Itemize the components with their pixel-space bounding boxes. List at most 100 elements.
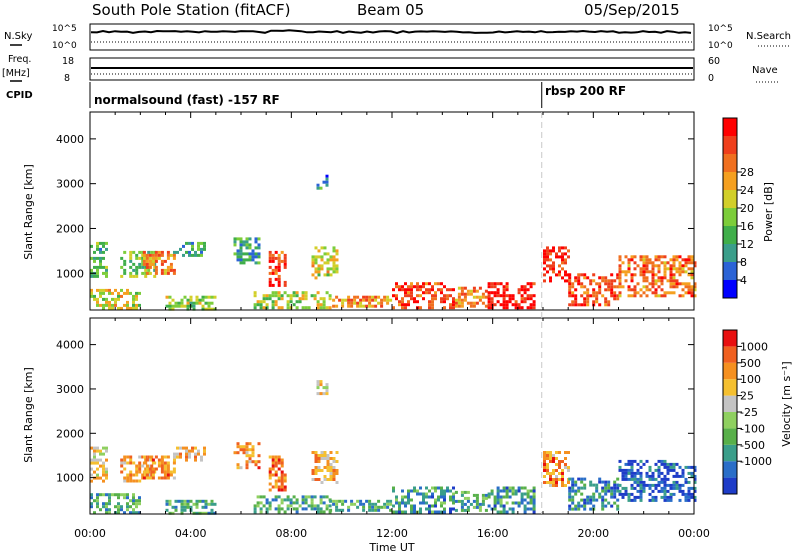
data-cell: [154, 455, 158, 459]
data-cell: [651, 474, 655, 478]
scatter-region: [173, 446, 206, 462]
data-cell: [618, 291, 622, 295]
data-cell: [332, 475, 336, 478]
data-cell: [517, 288, 521, 292]
data-cell: [123, 458, 127, 462]
data-cell: [129, 306, 132, 310]
colorbar-swatch: [723, 330, 737, 347]
data-cell: [595, 498, 599, 502]
data-cell: [610, 495, 614, 499]
data-cell: [463, 508, 467, 512]
data-cell: [672, 267, 676, 271]
data-cell: [283, 283, 287, 287]
data-cell: [314, 469, 318, 472]
data-cell: [317, 469, 321, 472]
data-cell: [195, 295, 199, 299]
colorbar-swatch: [723, 362, 737, 380]
data-cell: [151, 458, 155, 462]
data-cell: [490, 282, 494, 286]
data-cell: [135, 303, 138, 307]
data-cell: [493, 294, 497, 298]
data-cell: [365, 295, 369, 299]
data-cell: [681, 471, 685, 475]
data-cell: [543, 252, 546, 256]
data-cell: [304, 501, 308, 505]
scatter-region: [316, 174, 329, 190]
data-cell: [271, 291, 275, 295]
data-cell: [517, 303, 521, 307]
data-cell: [165, 502, 169, 506]
data-cell: [639, 459, 643, 463]
data-cell: [102, 265, 105, 269]
data-cell: [126, 300, 129, 304]
data-cell: [642, 462, 646, 466]
data-cell: [102, 271, 105, 275]
data-cell: [120, 306, 123, 310]
data-cell: [392, 489, 395, 493]
data-cell: [633, 495, 637, 499]
data-cell: [319, 297, 323, 301]
data-cell: [627, 261, 631, 265]
data-cell: [687, 291, 691, 295]
data-cell: [687, 471, 691, 475]
data-cell: [262, 504, 266, 508]
data-cell: [102, 502, 105, 506]
data-cell: [344, 499, 348, 503]
data-cell: [446, 288, 449, 292]
data-cell: [431, 285, 434, 289]
colorbar-swatch: [723, 262, 737, 280]
data-cell: [407, 288, 410, 292]
data-cell: [317, 466, 321, 469]
data-cell: [613, 294, 617, 298]
data-cell: [123, 476, 127, 480]
data-cell: [277, 488, 281, 492]
data-cell: [380, 301, 384, 305]
data-cell: [684, 285, 688, 289]
data-cell: [251, 454, 255, 458]
data-cell: [446, 294, 449, 298]
data-cell: [651, 471, 655, 475]
data-cell: [326, 460, 330, 463]
data-cell: [141, 473, 145, 477]
data-cell: [546, 466, 549, 469]
data-cell: [684, 498, 688, 502]
data-cell: [571, 285, 575, 289]
data-cell: [642, 285, 646, 289]
data-cell: [529, 498, 533, 502]
nsearch-tick-bottom: 10^0: [708, 41, 733, 51]
data-cell: [314, 454, 318, 457]
data-cell: [583, 297, 587, 301]
data-cell: [395, 297, 398, 301]
data-cell: [96, 467, 99, 471]
data-cell: [610, 492, 614, 496]
data-cell: [105, 268, 108, 272]
data-cell: [681, 258, 685, 262]
data-cell: [151, 461, 155, 465]
data-cell: [630, 483, 634, 487]
data-cell: [663, 294, 667, 298]
data-cell: [633, 291, 637, 295]
data-cell: [413, 297, 416, 301]
data-cell: [678, 282, 682, 286]
data-cell: [508, 495, 512, 499]
data-cell: [310, 498, 314, 502]
data-cell: [630, 492, 634, 496]
data-cell: [268, 455, 272, 459]
data-cell: [307, 306, 311, 310]
data-cell: [428, 510, 431, 514]
data-cell: [419, 510, 422, 514]
data-cell: [142, 256, 146, 260]
data-cell: [188, 241, 191, 245]
data-cell: [693, 465, 697, 469]
data-cell: [580, 480, 584, 484]
colorbar-swatch: [723, 477, 737, 494]
data-cell: [648, 477, 652, 481]
data-cell: [135, 499, 138, 503]
data-cell: [204, 301, 208, 305]
data-cell: [508, 300, 512, 304]
data-cell: [586, 495, 590, 499]
data-cell: [627, 495, 631, 499]
data-cell: [277, 280, 281, 284]
data-cell: [549, 460, 552, 463]
data-cell: [132, 511, 135, 515]
